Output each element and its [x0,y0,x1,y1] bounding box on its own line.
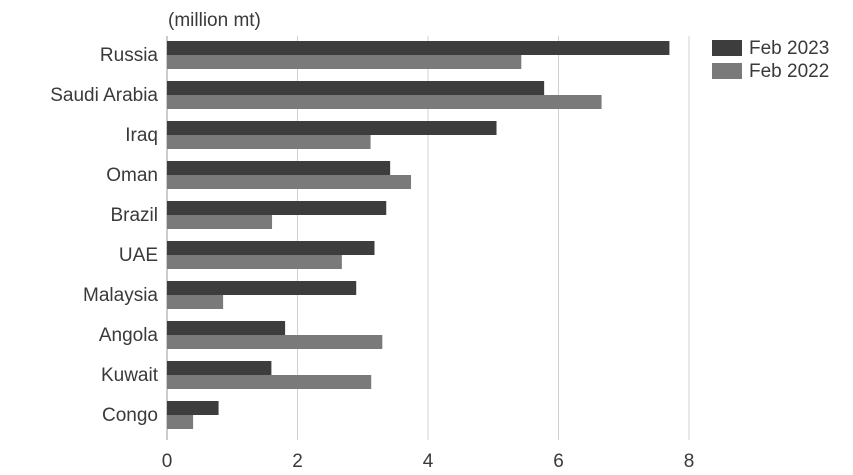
category-label: Brazil [110,205,158,226]
bar-angola-feb-2023 [167,321,286,335]
x-tick-label: 0 [162,451,173,472]
bar-brazil-feb-2022 [167,215,273,229]
category-label: UAE [119,245,158,266]
bar-iraq-feb-2022 [167,135,371,149]
bar-brazil-feb-2023 [167,201,387,215]
bar-saudi-arabia-feb-2023 [167,81,545,95]
legend-swatch [712,63,742,79]
category-label: Russia [100,45,159,66]
bar-iraq-feb-2023 [167,121,497,135]
bar-uae-feb-2022 [167,255,342,269]
bar-congo-feb-2022 [167,415,194,429]
x-tick-label: 4 [423,451,434,472]
bar-russia-feb-2022 [167,55,522,69]
category-label: Malaysia [83,285,158,306]
legend-label: Feb 2023 [749,38,829,59]
legend-swatch [712,40,742,56]
unit-label: (million mt) [168,10,261,31]
x-tick-label: 6 [553,451,564,472]
x-tick-label: 2 [292,451,303,472]
bar-kuwait-feb-2022 [167,375,372,389]
bar-angola-feb-2022 [167,335,383,349]
category-label: Angola [99,325,159,346]
category-label: Saudi Arabia [50,85,158,106]
bar-malaysia-feb-2023 [167,281,357,295]
legend-label: Feb 2022 [749,61,829,82]
category-label: Oman [106,165,158,186]
category-label: Congo [102,405,158,426]
bar-malaysia-feb-2022 [167,295,224,309]
x-tick-label: 8 [684,451,695,472]
bar-oman-feb-2022 [167,175,412,189]
x-tick-labels: 0 2 4 6 8 [162,451,695,472]
bar-congo-feb-2023 [167,401,219,415]
bar-oman-feb-2023 [167,161,391,175]
category-label: Kuwait [101,365,159,386]
bar-kuwait-feb-2023 [167,361,272,375]
bar-uae-feb-2023 [167,241,375,255]
bar-russia-feb-2023 [167,41,670,55]
category-labels: Russia Saudi Arabia Iraq Oman Brazil UAE Malay… [50,45,158,426]
category-label: Iraq [125,125,158,146]
bars [167,41,670,429]
bar-saudi-arabia-feb-2022 [167,95,602,109]
